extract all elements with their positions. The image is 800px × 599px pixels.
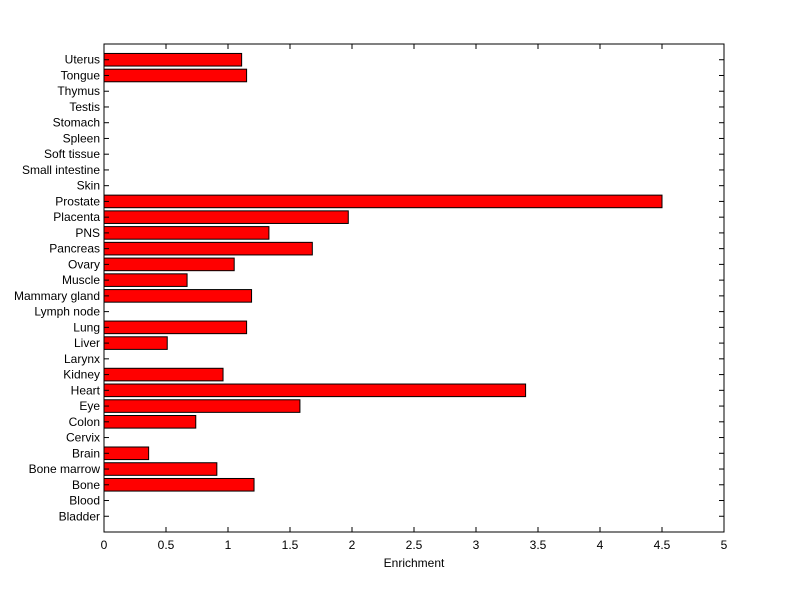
y-tick-label-liver: Liver: [74, 336, 100, 350]
y-tick-label-bladder: Bladder: [59, 509, 100, 523]
y-tick-label-brain: Brain: [72, 446, 100, 460]
x-tick-label: 2: [349, 538, 356, 552]
x-tick-label: 4: [597, 538, 604, 552]
x-tick-label: 0: [101, 538, 108, 552]
bar-brain: [103, 446, 150, 461]
x-tick-label: 0.5: [158, 538, 175, 552]
y-tick-label-stomach: Stomach: [53, 116, 100, 130]
bar-mammary-gland: [103, 289, 253, 303]
bar-placenta: [103, 210, 349, 224]
bar-lung: [103, 320, 248, 335]
bar-kidney: [103, 367, 224, 382]
y-tick-label-pancreas: Pancreas: [49, 242, 100, 256]
bar-bone-marrow: [103, 462, 218, 476]
y-tick-label-testis: Testis: [69, 100, 100, 114]
y-tick-label-spleen: Spleen: [63, 131, 100, 145]
y-tick-label-bone: Bone: [72, 478, 100, 492]
y-tick-label-mammary-gland: Mammary gland: [14, 289, 100, 303]
y-tick-label-blood: Blood: [69, 494, 100, 508]
x-tick-label: 5: [721, 538, 728, 552]
bar-ovary: [103, 257, 235, 272]
x-tick-label: 4.5: [654, 538, 671, 552]
y-tick-label-prostate: Prostate: [55, 194, 100, 208]
bar-eye: [103, 399, 301, 413]
x-tick-label: 1.5: [282, 538, 299, 552]
y-tick-label-placenta: Placenta: [53, 210, 100, 224]
bar-tongue: [103, 68, 248, 83]
y-tick-label-cervix: Cervix: [66, 431, 100, 445]
y-tick-label-lung: Lung: [73, 320, 100, 334]
bar-heart: [103, 383, 527, 398]
y-tick-label-muscle: Muscle: [62, 273, 100, 287]
y-tick-label-pns: PNS: [75, 226, 100, 240]
bar-muscle: [103, 273, 188, 287]
bar-pancreas: [103, 241, 313, 256]
bar-uterus: [103, 52, 243, 67]
x-axis-ticks: 0 0.5 1 1.5 2 2.5 3 3.5 4 4.5 5: [101, 44, 728, 552]
y-tick-label-thymus: Thymus: [57, 84, 100, 98]
y-tick-label-skin: Skin: [77, 179, 100, 193]
y-tick-label-eye: Eye: [79, 399, 100, 413]
bar-colon: [103, 415, 197, 429]
plot-area: [104, 44, 724, 532]
plot-frame: [103, 43, 725, 533]
y-tick-label-tongue: Tongue: [61, 68, 101, 82]
y-tick-label-kidney: Kidney: [63, 368, 100, 382]
bar-liver: [103, 336, 168, 350]
y-tick-label-bone-marrow: Bone marrow: [29, 462, 101, 476]
x-tick-label: 1: [225, 538, 232, 552]
x-axis-title: Enrichment: [384, 556, 445, 570]
y-tick-label-soft-tissue: Soft tissue: [44, 147, 100, 161]
y-tick-label-lymph-node: Lymph node: [34, 305, 100, 319]
bar-prostate: [103, 194, 663, 209]
y-tick-label-uterus: Uterus: [65, 53, 100, 67]
x-tick-label: 3.5: [530, 538, 547, 552]
y-tick-label-colon: Colon: [69, 415, 100, 429]
y-tick-label-ovary: Ovary: [68, 257, 100, 271]
x-tick-label: 2.5: [406, 538, 423, 552]
y-tick-label-heart: Heart: [71, 383, 101, 397]
y-tick-label-small-intestine: Small intestine: [22, 163, 100, 177]
bar-pns: [103, 226, 270, 240]
bar-bone: [103, 477, 255, 492]
y-tick-label-larynx: Larynx: [64, 352, 100, 366]
x-tick-label: 3: [473, 538, 480, 552]
